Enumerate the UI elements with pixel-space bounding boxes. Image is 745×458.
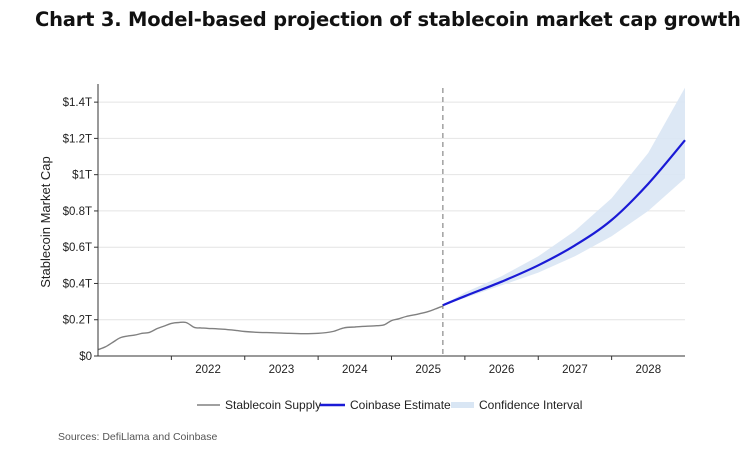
y-tick-label-7: $1.4T [63,97,92,109]
x-tick-label-5: 2027 [562,364,588,376]
y-axis-ticks: $0 $0.2T $0.4T $0.6T $0.8T $1T $1.2T $1.4T [63,97,98,363]
x-tick-label-4: 2026 [489,364,515,376]
x-tick-label-1: 2023 [269,364,295,376]
y-axis-label: Stablecoin Market Cap [38,156,53,288]
y-tick-label-3: $0.6T [63,242,92,254]
legend-label-estimate: Coinbase Estimate [350,398,451,412]
y-tick-label-0: $0 [79,351,92,363]
source-note: Sources: DefiLlama and Coinbase [58,431,218,443]
stablecoin-supply-line [97,305,444,351]
confidence-band [442,87,685,306]
chart-title: Chart 3. Model-based projection of stabl… [35,8,741,31]
y-tick-label-5: $1T [72,170,92,182]
x-tick-label-0: 2022 [195,364,221,376]
y-tick-label-1: $0.2T [63,315,92,327]
y-tick-label-6: $1.2T [63,133,92,145]
legend: Stablecoin Supply Coinbase Estimate Conf… [197,398,582,412]
gridlines [98,101,685,321]
x-tick-label-2: 2024 [342,364,368,376]
legend-label-supply: Stablecoin Supply [225,398,321,412]
coinbase-estimate-line [442,139,686,307]
legend-label-band: Confidence Interval [479,398,582,412]
x-tick-label-3: 2025 [415,364,441,376]
y-tick-label-2: $0.4T [63,278,92,290]
x-axis-ticks: 2022 2023 2024 2025 2026 2027 2028 [170,356,662,376]
y-tick-label-4: $0.8T [63,206,92,218]
x-tick-label-6: 2028 [636,364,662,376]
